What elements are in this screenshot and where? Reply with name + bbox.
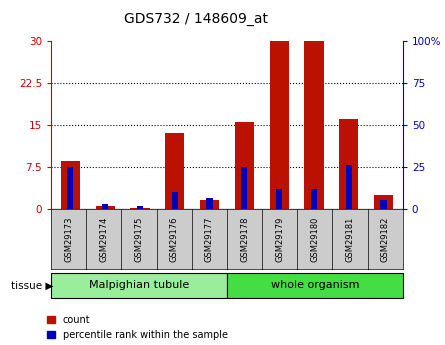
- Bar: [206, 198, 213, 209]
- Bar: [102, 204, 108, 209]
- Text: whole organism: whole organism: [271, 280, 359, 290]
- Bar: [235, 122, 254, 209]
- Bar: [276, 189, 282, 209]
- Bar: [200, 200, 219, 209]
- Text: GSM29173: GSM29173: [64, 216, 73, 262]
- Text: GDS732 / 148609_at: GDS732 / 148609_at: [124, 12, 268, 26]
- Text: GSM29180: GSM29180: [310, 216, 320, 262]
- Bar: [346, 165, 352, 209]
- Bar: [304, 41, 324, 209]
- Bar: [130, 208, 150, 209]
- Text: GSM29182: GSM29182: [380, 216, 390, 262]
- Text: Malpighian tubule: Malpighian tubule: [89, 280, 189, 290]
- Bar: [270, 41, 289, 209]
- Bar: [227, 273, 403, 298]
- Text: GSM29174: GSM29174: [99, 216, 109, 262]
- Bar: [137, 206, 143, 209]
- Text: GSM29181: GSM29181: [345, 216, 355, 262]
- Bar: [67, 167, 73, 209]
- Text: GSM29176: GSM29176: [170, 216, 179, 262]
- Bar: [51, 273, 227, 298]
- Text: GSM29177: GSM29177: [205, 216, 214, 262]
- Text: GSM29178: GSM29178: [240, 216, 249, 262]
- Bar: [380, 199, 387, 209]
- Bar: [339, 119, 358, 209]
- Bar: [172, 192, 178, 209]
- Text: tissue ▶: tissue ▶: [11, 280, 53, 290]
- Bar: [241, 167, 247, 209]
- Bar: [311, 189, 317, 209]
- Text: GSM29179: GSM29179: [275, 216, 284, 262]
- Legend: count, percentile rank within the sample: count, percentile rank within the sample: [47, 315, 228, 340]
- Bar: [61, 161, 80, 209]
- Text: GSM29175: GSM29175: [134, 216, 144, 262]
- Bar: [374, 195, 393, 209]
- Bar: [96, 206, 115, 209]
- Bar: [165, 134, 184, 209]
